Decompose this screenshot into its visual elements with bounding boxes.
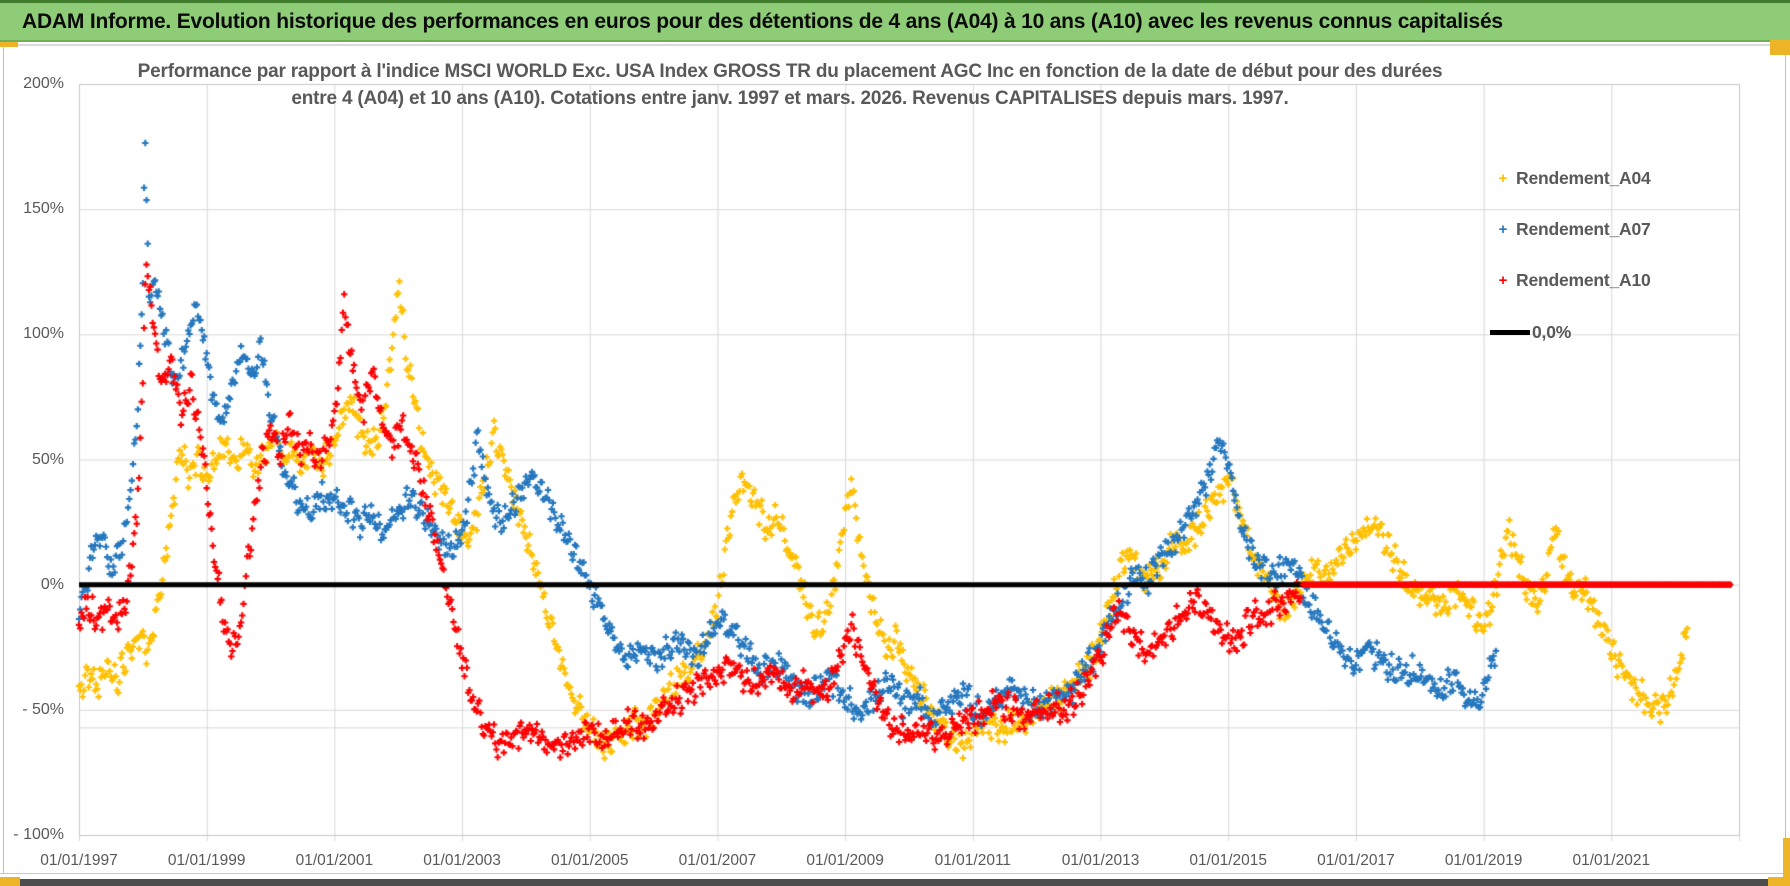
y-axis-label: - 50% — [22, 700, 64, 718]
legend-label: Rendement_A07 — [1516, 219, 1651, 239]
divider-top — [18, 44, 1770, 46]
x-axis-label: 01/01/2007 — [678, 852, 757, 869]
x-axis-label: 01/01/2001 — [295, 852, 374, 869]
y-axis-label: 100% — [23, 325, 64, 343]
divider-bottom — [0, 873, 1790, 874]
chart-title-line2: entre 4 (A04) et 10 ans (A10). Cotations… — [291, 88, 1289, 109]
frame-left-border — [3, 46, 4, 873]
x-axis-label: 01/01/2021 — [1572, 852, 1651, 869]
gold-accent-bottom-left — [0, 877, 20, 886]
x-axis-label: 01/01/2005 — [550, 852, 629, 869]
legend-label: Rendement_A04 — [1516, 168, 1651, 188]
y-axis-label: 150% — [23, 200, 64, 218]
chart-title-line1: Performance par rapport à l'indice MSCI … — [137, 61, 1443, 82]
x-axis-label: 01/01/1997 — [40, 852, 118, 869]
gold-accent-top-right — [1770, 40, 1790, 55]
frame-right-border — [1785, 55, 1786, 873]
x-axis-label: 01/01/2017 — [1317, 852, 1395, 869]
x-axis-label: 01/01/2009 — [806, 852, 884, 869]
x-axis-label: 01/01/2019 — [1444, 852, 1523, 869]
gold-accent-top-left — [0, 42, 18, 47]
x-axis-label: 01/01/2013 — [1061, 852, 1140, 869]
y-axis-label: - 100% — [13, 826, 64, 843]
bottom-dark-bar — [20, 879, 1768, 886]
legend-item-rendement-a10[interactable]: + Rendement_A10 — [1490, 270, 1651, 291]
y-axis-label: 200% — [23, 75, 64, 92]
legend-item-rendement-a07[interactable]: + Rendement_A07 — [1490, 219, 1651, 240]
legend-label: 0,0% — [1532, 322, 1572, 342]
x-axis-label: 01/01/2003 — [423, 852, 501, 869]
x-axis-label: 01/01/1999 — [167, 852, 246, 869]
y-axis-label: 0% — [40, 575, 64, 593]
legend-item-rendement-a04[interactable]: + Rendement_A04 — [1490, 168, 1651, 189]
gold-accent-bottom-right — [1768, 877, 1790, 886]
x-axis-label: 01/01/2011 — [934, 852, 1012, 869]
legend-marker-icon: + — [1498, 272, 1508, 289]
gold-accent-right-edge — [1783, 838, 1790, 886]
y-axis-label: 50% — [31, 450, 64, 468]
legend-item-0-0-[interactable]: 0,0% — [1490, 322, 1571, 343]
legend-label: Rendement_A10 — [1516, 270, 1651, 290]
legend-zero-line-icon — [1490, 330, 1530, 335]
legend-marker-icon: + — [1498, 170, 1508, 187]
chart-title: Performance par rapport à l'indice MSCI … — [95, 58, 1485, 112]
legend-marker-icon: + — [1498, 221, 1508, 238]
page-title: ADAM Informe. Evolution historique des p… — [22, 9, 1503, 33]
x-axis-label: 01/01/2015 — [1189, 852, 1267, 869]
header-bar: ADAM Informe. Evolution historique des p… — [0, 0, 1790, 42]
